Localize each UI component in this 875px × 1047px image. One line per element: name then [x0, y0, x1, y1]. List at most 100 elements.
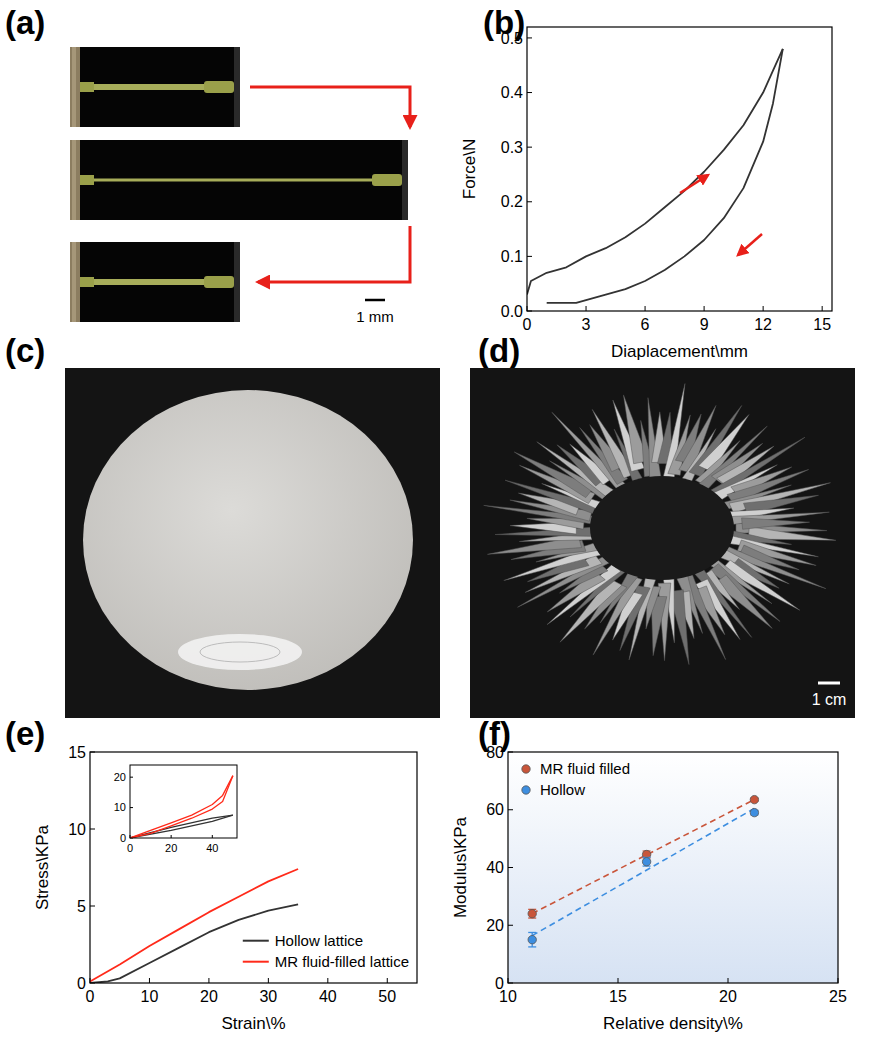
y-tick-label: 60	[486, 801, 504, 818]
scale-bar	[818, 682, 840, 685]
trend-line	[532, 808, 754, 935]
x-tick-label: 40	[206, 842, 218, 854]
y-tick-label: 20	[114, 771, 126, 783]
plot-background	[130, 765, 237, 838]
legend: Hollow latticeMR fluid-filled lattice	[243, 932, 409, 970]
clamp	[234, 47, 240, 127]
y-axis-title: Force\N	[460, 139, 479, 199]
error-bar-cap	[528, 932, 536, 933]
plot-background	[508, 752, 838, 983]
x-tick-label: 9	[700, 316, 709, 333]
specimen-rod	[94, 179, 372, 182]
y-axis-title: Modulus\KPa	[451, 816, 470, 918]
chart: 036912150.00.10.20.30.40.5Diaplacement\m…	[460, 27, 832, 361]
spike	[729, 483, 830, 513]
y-tick	[508, 809, 513, 810]
legend-symbol	[243, 961, 269, 963]
error-bar	[528, 909, 536, 918]
y-tick-label: 0	[495, 975, 504, 992]
data-area	[130, 776, 233, 838]
y-tick-label: 0	[120, 832, 126, 844]
x-tick	[387, 978, 388, 983]
x-tick-label: 3	[582, 316, 591, 333]
photo-background	[470, 368, 855, 718]
y-tick-label: 0.1	[501, 248, 523, 265]
specimen-tab	[204, 81, 234, 93]
photo-d: 1 cm	[470, 368, 855, 718]
series-line	[90, 904, 298, 983]
x-tick-label: 15	[609, 988, 627, 1005]
inset-chart: 0 20 40 0 10 20	[114, 765, 237, 854]
x-axis-title: Relative density\%	[603, 1014, 743, 1033]
specimen-rod	[94, 84, 204, 90]
plot-frame	[90, 752, 417, 983]
panel-label: (d)	[478, 332, 520, 369]
x-tick-label: 40	[319, 988, 337, 1005]
y-tick-label: 0.3	[501, 139, 523, 156]
series-line	[130, 776, 233, 838]
mr-fluid-disc	[83, 390, 413, 690]
x-tick-label: 20	[719, 988, 737, 1005]
specimen-tab	[372, 174, 402, 186]
x-tick-label: 30	[259, 988, 277, 1005]
x-tick-label: 0	[127, 842, 133, 854]
series-line	[90, 869, 298, 981]
x-tick	[208, 978, 209, 983]
trend-line	[532, 799, 754, 913]
photo-background	[70, 140, 408, 220]
y-tick	[90, 906, 95, 907]
series-line	[130, 776, 233, 838]
legend-label: MR fluid filled	[540, 760, 630, 777]
specimen-tab	[204, 276, 234, 288]
x-tick	[763, 306, 764, 311]
spike	[742, 518, 810, 529]
clamp	[234, 242, 240, 322]
error-bar	[643, 851, 651, 858]
x-tick-label: 20	[165, 842, 177, 854]
x-tick-label: 20	[200, 988, 218, 1005]
y-tick-label: 5	[77, 898, 86, 915]
legend-symbol	[522, 786, 530, 794]
point	[642, 858, 650, 866]
hole	[590, 476, 734, 580]
error-bar-cap	[528, 946, 536, 947]
y-tick-label: 80	[486, 744, 504, 761]
y-tick-label: 0.0	[501, 303, 523, 320]
x-tick-label: 10	[141, 988, 159, 1005]
data-area	[90, 869, 298, 983]
reflection	[200, 642, 280, 662]
y-tick	[508, 867, 513, 868]
point	[528, 935, 536, 943]
y-tick-label: 0.4	[501, 84, 523, 101]
chart: 10152025020406080Relative density\%Modul…	[451, 744, 847, 1033]
x-axis-title: Strain\%	[221, 1014, 285, 1033]
scale-bar	[365, 299, 385, 302]
y-tick-label: 10	[114, 801, 126, 813]
y-tick-label: 0.5	[501, 30, 523, 47]
y-tick	[527, 37, 532, 38]
x-tick	[618, 978, 619, 983]
series-line	[547, 49, 783, 303]
point	[750, 808, 758, 816]
photo-background	[65, 368, 440, 718]
clamp-edge	[72, 140, 76, 220]
y-tick-label: 40	[486, 859, 504, 876]
x-tick	[327, 978, 328, 983]
clamp	[402, 140, 408, 220]
photo-c	[65, 368, 440, 718]
panel-label: (c)	[5, 332, 45, 369]
arrow	[250, 87, 410, 127]
arrow	[258, 226, 410, 282]
specimen-rod	[94, 279, 204, 285]
panel-label: (e)	[5, 715, 45, 752]
legend: MR fluid filled Hollow	[522, 760, 630, 798]
clamp	[70, 242, 80, 322]
legend-label: Hollow	[540, 781, 585, 798]
clamp	[70, 47, 80, 127]
x-tick	[645, 306, 646, 311]
x-tick-label: 25	[829, 988, 847, 1005]
clamp	[70, 140, 80, 220]
loading-arrow	[680, 175, 708, 193]
y-tick-label: 0.2	[501, 193, 523, 210]
legend-symbol	[522, 765, 530, 773]
